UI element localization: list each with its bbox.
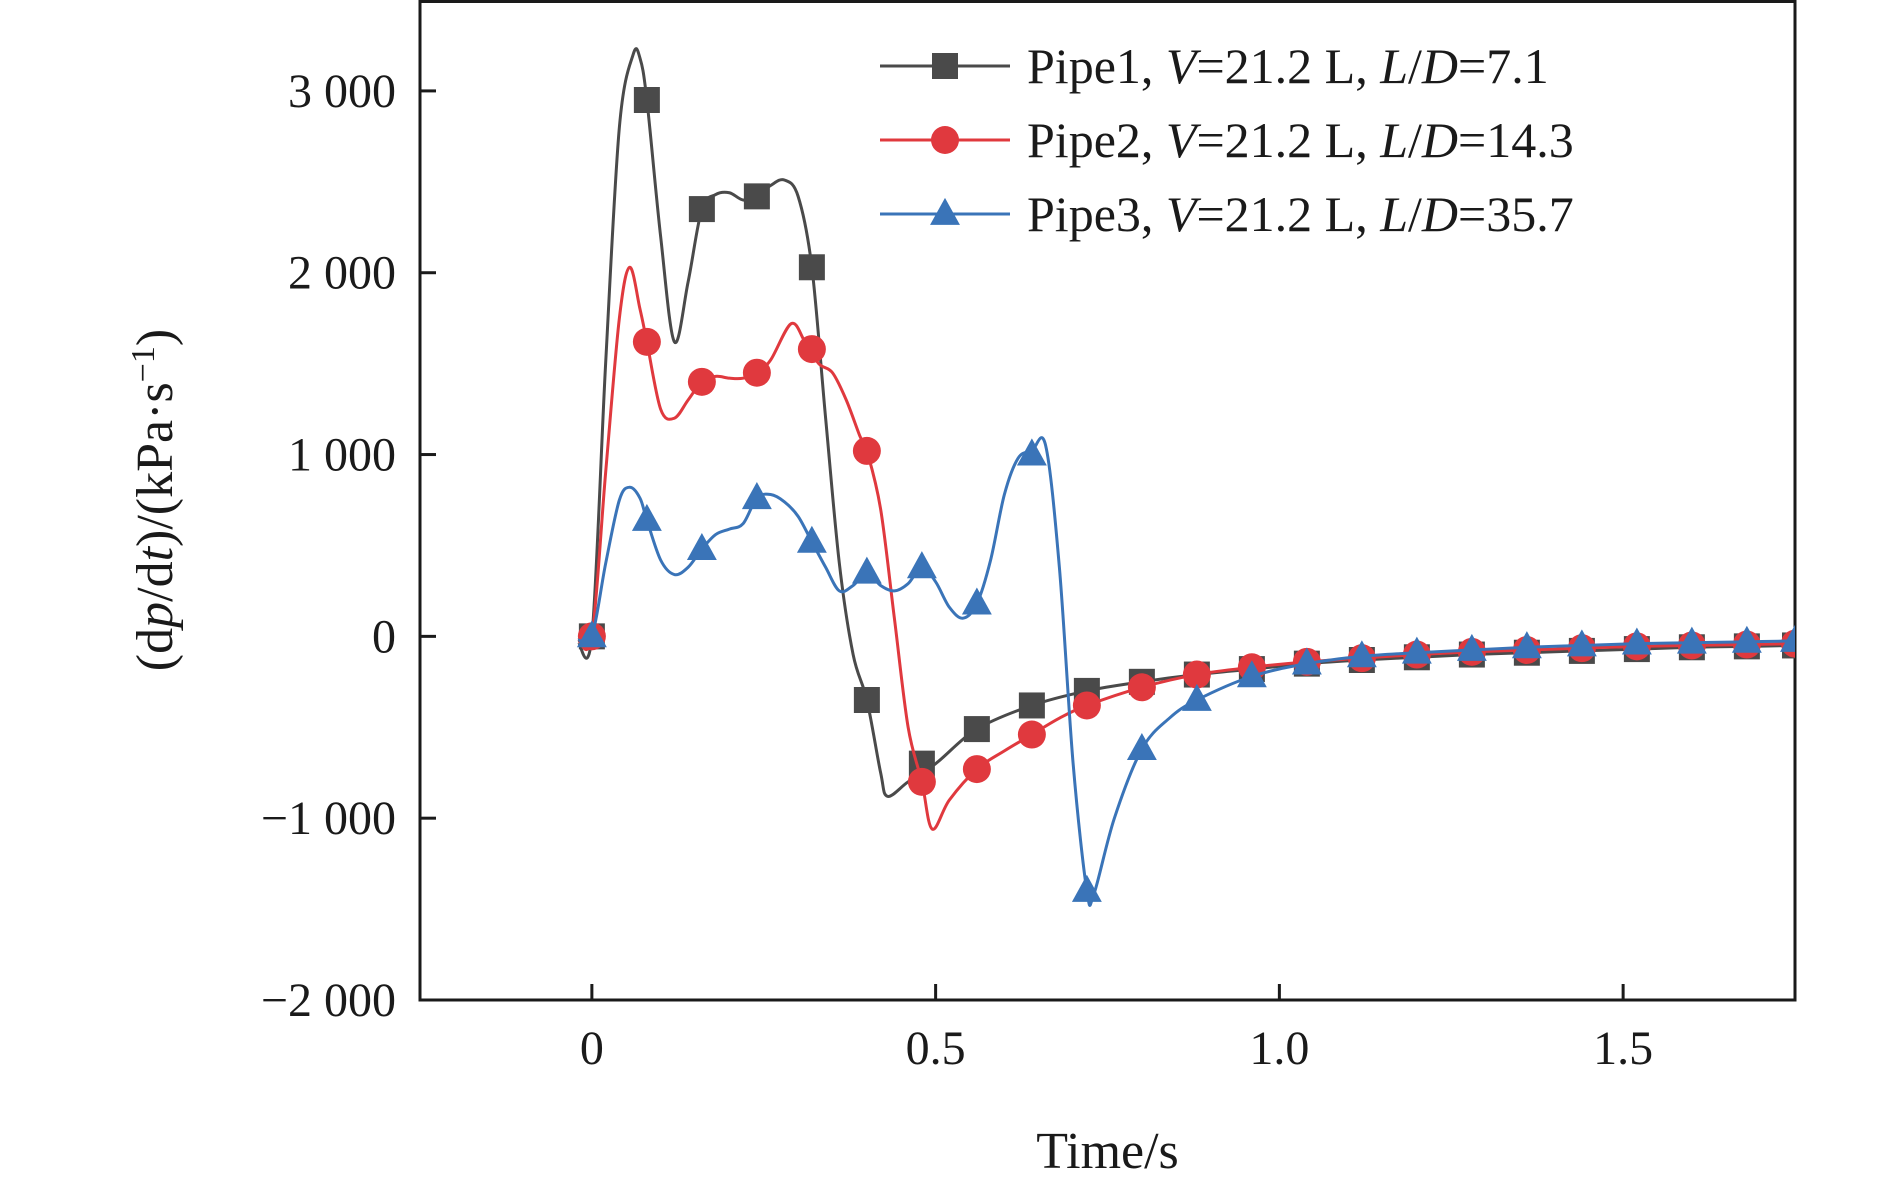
data-point-3 xyxy=(1016,438,1047,466)
data-point-3 xyxy=(1780,624,1795,652)
data-point-2 xyxy=(852,436,881,465)
data-point-3 xyxy=(1621,627,1652,655)
y-tick-label: 1 000 xyxy=(288,429,396,482)
data-point-2 xyxy=(1017,720,1046,749)
series-line-3 xyxy=(577,436,1795,907)
data-point-3 xyxy=(1071,874,1102,902)
series-layer xyxy=(576,47,1795,907)
y-tick-label: 2 000 xyxy=(288,247,396,300)
axes: 0 0.5 1.0 1.5 −2 000 −1 000 0 1 000 2 000 3 000 xyxy=(261,0,1797,1075)
x-tick-label: 0 xyxy=(580,1022,604,1075)
data-point-2 xyxy=(962,755,991,784)
legend-marker xyxy=(931,126,959,154)
data-point-3 xyxy=(851,556,882,584)
data-point-1 xyxy=(853,687,880,713)
data-point-2 xyxy=(907,767,936,796)
data-point-3 xyxy=(1731,625,1762,653)
legend-entry-2: Pipe2, V=21.2 L, L/D=14.3 xyxy=(880,112,1574,168)
data-point-3 xyxy=(631,503,662,531)
legend: Pipe1, V=21.2 L, L/D=7.1 Pipe2, V=21.2 L,… xyxy=(880,38,1574,242)
data-point-1 xyxy=(633,87,660,113)
y-tick-label: 0 xyxy=(372,610,396,663)
plot-frame xyxy=(418,0,1797,1002)
data-point-3 xyxy=(1566,629,1597,657)
legend-label: Pipe3, V=21.2 L, L/D=35.7 xyxy=(1027,186,1574,242)
y-tick-label: 3 000 xyxy=(288,65,396,118)
legend-entry-1: Pipe1, V=21.2 L, L/D=7.1 xyxy=(880,38,1549,94)
data-point-2 xyxy=(797,335,826,364)
data-point-3 xyxy=(906,551,937,579)
legend-label: Pipe2, V=21.2 L, L/D=14.3 xyxy=(1027,112,1574,168)
data-point-3 xyxy=(1346,640,1377,668)
data-point-3 xyxy=(1236,660,1267,688)
x-tick-label: 0.5 xyxy=(906,1022,966,1075)
data-point-3 xyxy=(1456,633,1487,661)
data-point-3 xyxy=(1401,636,1432,664)
data-point-2 xyxy=(742,358,771,387)
data-point-3 xyxy=(1511,631,1542,659)
data-point-3 xyxy=(686,532,717,561)
data-point-2 xyxy=(1072,691,1101,720)
x-tick-label: 1.0 xyxy=(1249,1022,1309,1075)
data-point-1 xyxy=(1018,692,1045,719)
data-point-1 xyxy=(743,183,770,210)
legend-entry-3: Pipe3, V=21.2 L, L/D=35.7 xyxy=(880,186,1574,242)
data-point-2 xyxy=(632,327,661,356)
x-axis-label: Time/s xyxy=(1036,1123,1179,1180)
data-point-1 xyxy=(963,716,990,743)
data-point-3 xyxy=(796,525,827,553)
data-point-3 xyxy=(1126,732,1157,761)
data-point-3 xyxy=(576,620,607,648)
data-point-1 xyxy=(798,254,825,281)
data-point-3 xyxy=(1181,683,1212,711)
y-tick-label: −1 000 xyxy=(261,792,396,845)
data-point-2 xyxy=(1182,660,1211,689)
data-point-1 xyxy=(688,196,715,223)
data-point-2 xyxy=(687,367,716,396)
data-point-3 xyxy=(741,482,772,510)
series-2 xyxy=(576,265,1795,831)
x-tick-label: 1.5 xyxy=(1593,1022,1653,1075)
data-point-3 xyxy=(1291,647,1322,675)
data-point-3 xyxy=(1676,626,1707,654)
y-axis-label: (dp/dt)/(kPa·s−1) xyxy=(125,329,185,671)
series-3 xyxy=(576,436,1795,907)
legend-marker xyxy=(930,197,960,225)
legend-label: Pipe1, V=21.2 L, L/D=7.1 xyxy=(1027,38,1549,94)
legend-marker xyxy=(932,53,958,79)
series-line-2 xyxy=(576,265,1795,831)
y-tick-label: −2 000 xyxy=(261,974,396,1027)
data-point-2 xyxy=(1127,673,1156,702)
data-point-3 xyxy=(961,587,992,615)
